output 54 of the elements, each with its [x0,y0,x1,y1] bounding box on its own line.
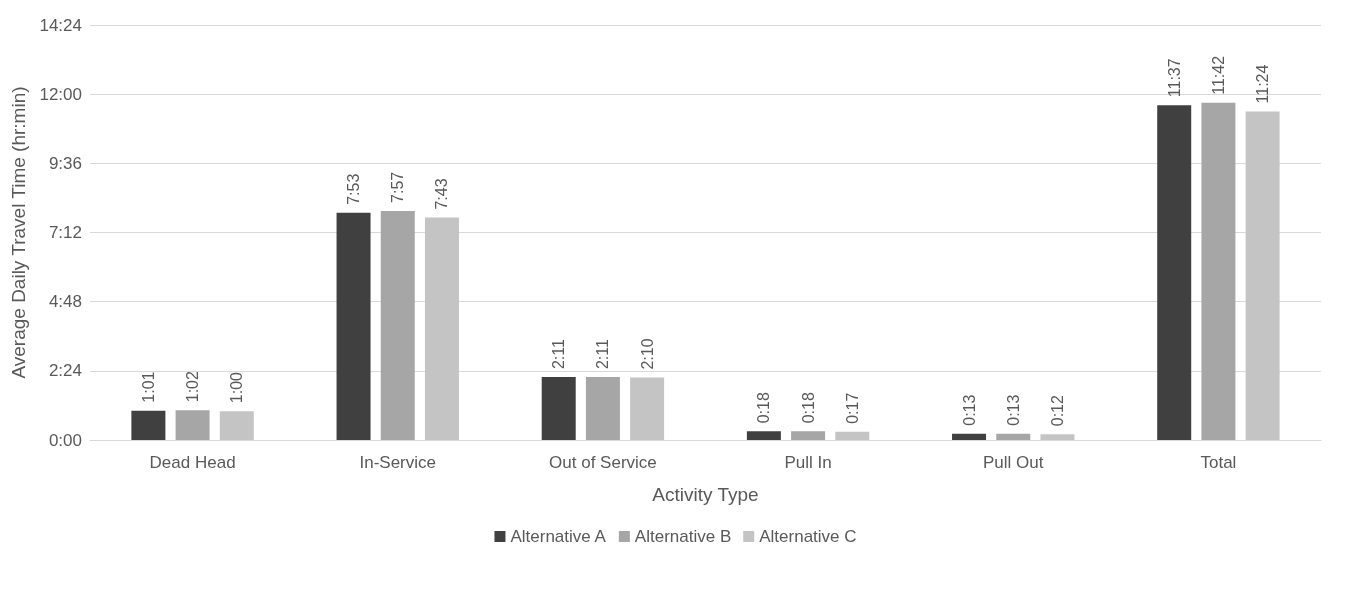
bar [424,217,459,440]
legend-label: Alternative C [759,527,857,546]
bar [1040,434,1075,440]
y-axis-title: Average Daily Travel Time (hr:min) [8,86,29,379]
y-tick-label: 0:00 [48,430,82,450]
x-axis-title: Activity Type [652,484,759,505]
x-tick-label: Total [1200,453,1237,472]
legend-label: Alternative A [510,527,607,546]
x-tick-label: Pull Out [983,453,1044,472]
x-tick-label: Out of Service [549,453,657,472]
bar [630,377,665,440]
x-tick-label: Dead Head [149,453,236,472]
data-label: 11:24 [1254,64,1272,104]
data-label: 1:00 [228,371,246,404]
y-tick-label: 7:12 [48,223,82,242]
data-label: 2:11 [594,339,612,370]
data-label: 2:10 [638,338,656,370]
data-label: 11:42 [1209,55,1227,95]
data-label: 7:43 [433,178,451,210]
data-label: 1:01 [139,371,157,403]
bar [585,377,620,440]
bar [835,431,870,440]
y-tick-label: 9:36 [48,153,82,173]
bar [996,433,1031,440]
data-label: 0:13 [1004,394,1022,426]
bar [746,431,781,440]
y-tick-label: 12:00 [39,84,82,104]
bar [791,431,826,440]
bar [952,433,987,440]
x-tick-label: In-Service [359,453,437,472]
bar [541,377,576,440]
legend-label: Alternative B [634,527,732,546]
bar [1245,111,1280,440]
bar [131,410,166,440]
bar [1157,105,1192,440]
data-label: 0:12 [1048,394,1066,427]
data-label: 0:17 [843,392,861,424]
bar [175,410,210,440]
data-label: 0:18 [755,392,773,424]
bar [1201,102,1236,440]
data-label: 0:18 [799,392,817,424]
data-label: 1:02 [184,370,202,403]
data-label: 2:11 [550,339,568,370]
data-label: 7:57 [389,171,407,203]
bar [219,411,254,440]
y-tick-label: 4:48 [48,292,82,312]
bar [336,212,371,440]
bar [380,210,415,440]
data-label: 7:53 [345,173,363,205]
y-tick-label: 2:24 [48,361,82,381]
data-label: 11:37 [1165,58,1183,98]
data-label: 0:13 [960,394,978,426]
x-tick-label: Pull In [784,453,832,472]
y-tick-label: 14:24 [39,15,82,35]
